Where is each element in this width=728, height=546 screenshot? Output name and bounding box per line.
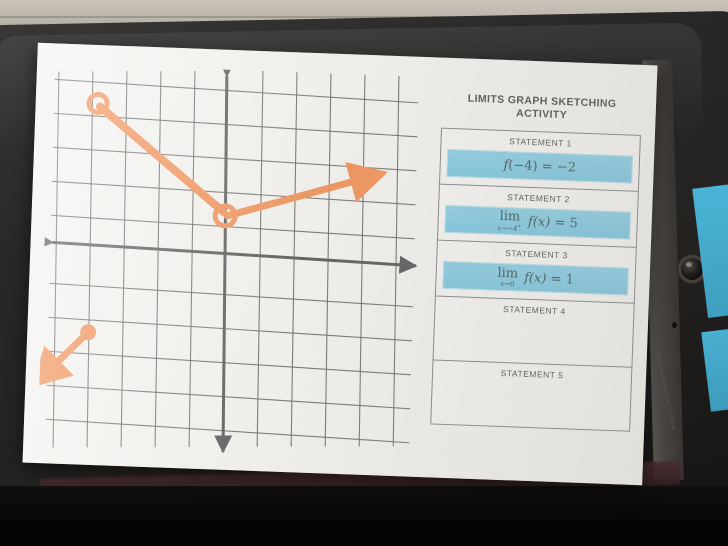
equals-sign-2: = [554,215,566,231]
limit-subscript-3: x→0 [500,279,515,288]
statement-1-label: STATEMENT 1 [509,136,573,149]
statement-row-2[interactable]: STATEMENT 2 lim x→−4+ f(x) = 5 [437,184,638,248]
equals-sign-3: = [550,271,562,287]
statement-2-answer-box[interactable]: lim x→−4+ f(x) = 5 [444,204,632,240]
statement-row-1[interactable]: STATEMENT 1 f(−4) = −2 [439,128,640,192]
statement-5-label: STATEMENT 5 [500,367,564,381]
limit-operator-3: lim x→0 [497,265,519,288]
limit-subscript-2: x→−4+ [497,223,522,233]
statement-1-answer-box[interactable]: f(−4) = −2 [446,148,634,184]
camera-lens-icon [681,258,703,280]
bezel-sensor-dot [672,322,677,328]
statement-row-4[interactable]: STATEMENT 4 [433,296,634,368]
camera-glint [686,262,692,267]
fn-expression-3: f(x) [523,270,547,287]
page-title: LIMITS GRAPH SKETCHING ACTIVITY [441,92,642,125]
fn-expression-2: f(x) [527,214,551,231]
limit-sub-sup-2: + [517,223,522,230]
statement-1-result: −2 [556,159,577,176]
statement-3-label: STATEMENT 3 [505,248,568,261]
y-axis [214,59,237,454]
limit-graph-svg [31,59,419,454]
statement-3-result: 1 [565,271,575,288]
graph-region [31,59,429,465]
statement-4-answer-box[interactable] [440,317,627,360]
fn-argument: (−4) [508,157,538,174]
worksheet-paper: LIMITS GRAPH SKETCHING ACTIVITY STATEMEN… [22,42,658,486]
statement-row-5[interactable]: STATEMENT 5 [431,360,631,430]
statement-1-equation: f(−4) = −2 [503,157,576,175]
limit-operator-2: lim x→−4+ [497,208,522,233]
statement-2-label: STATEMENT 2 [507,192,571,205]
statement-3-answer-box[interactable]: lim x→0 f(x) = 1 [442,260,630,296]
limit-word-2: lim [499,208,521,225]
statement-4-label: STATEMENT 4 [502,304,566,317]
curve-left-branch [96,102,228,216]
equals-sign-1: = [541,158,553,175]
statements-column: LIMITS GRAPH SKETCHING ACTIVITY STATEMEN… [430,92,642,432]
foreground-dark-area [0,486,728,546]
statement-row-3[interactable]: STATEMENT 3 lim x→0 f(x) = 1 [435,240,636,304]
limit-sub-text-2: x→−4 [497,223,518,233]
statements-table: STATEMENT 1 f(−4) = −2 STATEMENT 2 lim x→… [430,127,641,432]
statement-3-equation: lim x→0 f(x) = 1 [497,265,575,290]
statement-2-result: 5 [569,215,579,232]
statement-2-equation: lim x→−4+ f(x) = 5 [497,208,579,235]
statement-5-answer-box[interactable] [437,381,624,424]
limit-word-3: lim [497,265,519,282]
